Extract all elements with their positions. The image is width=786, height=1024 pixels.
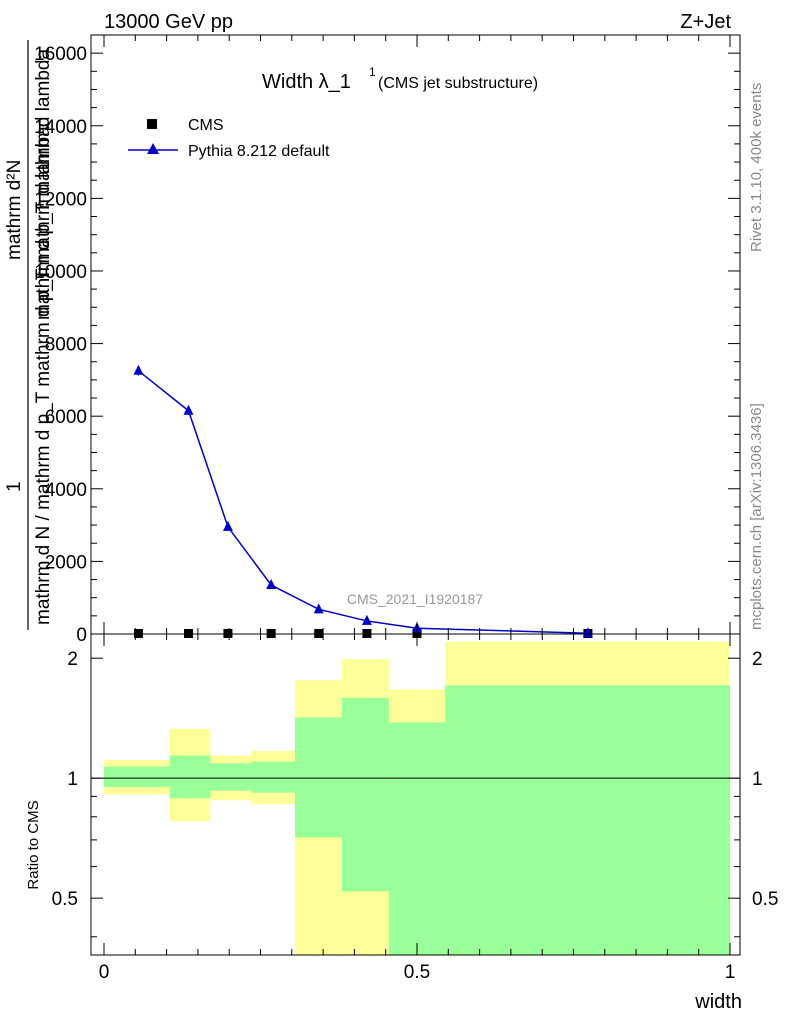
plot-title: Width λ_1 (262, 71, 351, 93)
ratio-inner-band-bin (294, 717, 342, 838)
pythia-data-point (133, 364, 144, 375)
legend: CMS Pythia 8.212 default (128, 117, 330, 160)
main-y-tick-label: 6000 (45, 407, 87, 428)
ratio-y-axis-label: Ratio to CMS (25, 800, 42, 889)
ylabel-line-3: 1 (4, 481, 25, 492)
ratio-inner-band-bin (341, 697, 389, 892)
ratio-inner-band-bin (169, 755, 211, 799)
ylabel-line-1: mathrm d²N (4, 160, 25, 260)
x-tick-label: 0.5 (404, 962, 430, 983)
ratio-inner-band-bin (445, 685, 730, 955)
main-y-axis-label: mathrm d²N mathrm d p_T mathrm d lambda … (4, 40, 54, 630)
rivet-label: Rivet 3.1.10, 400k events (748, 83, 765, 252)
ratio-bands (104, 641, 730, 955)
pythia-data-point (582, 627, 593, 638)
ratio-y-tick-label-right: 1 (752, 769, 763, 790)
watermark: CMS_2021_I1920187 (347, 591, 483, 607)
pythia-series-line (137, 370, 588, 635)
ratio-y-tick-label-right: 0.5 (752, 889, 778, 910)
ratio-inner-band-bin (210, 763, 252, 791)
ratio-inner-band-bin (104, 766, 170, 788)
ratio-y-tick-label: 0.5 (52, 889, 78, 910)
ratio-y-tick-label: 1 (67, 769, 78, 790)
plot-title-superscript: 1 (369, 65, 376, 79)
header-left: 13000 GeV pp (104, 11, 233, 33)
ratio-frame (90, 633, 741, 956)
main-y-tick-label: 8000 (45, 335, 87, 356)
main-y-tick-label: 2000 (45, 552, 87, 573)
pythia-data-point (313, 603, 324, 614)
legend-marker-cms (147, 119, 157, 129)
main-y-axis: 0 2000 4000 6000 8000 10000 12000 14000 16000 (34, 44, 740, 646)
mcplots-label: mcplots.cern.ch [arXiv:1306.3436] (748, 403, 765, 630)
pythia-data-point (266, 578, 277, 589)
main-y-tick-label: 0 (76, 625, 87, 646)
ratio-panel: 0.5 0.51 12 2 0 0.5 1 Ratio to CMS width (25, 35, 778, 1013)
x-tick-label: 0 (99, 962, 110, 983)
legend-label-cms: CMS (188, 117, 224, 134)
pythia-data-point (361, 614, 372, 625)
header-right: Z+Jet (680, 11, 731, 33)
main-panel: 0 2000 4000 6000 8000 10000 12000 14000 16000 Wi… (4, 34, 741, 646)
ratio-y-tick-label: 2 (67, 649, 78, 670)
main-y-tick-label: 16000 (34, 44, 87, 65)
main-y-tick-label: 4000 (45, 480, 87, 501)
ratio-y-tick-label-right: 2 (752, 649, 763, 670)
ratio-inner-band-bin (388, 722, 446, 955)
main-y-tick-label: 10000 (34, 262, 87, 283)
legend-label-pythia: Pythia 8.212 default (188, 143, 330, 160)
ylabel-line-2: mathrm d p_T mathrm d lambda (33, 49, 54, 320)
legend-marker-pythia (147, 143, 159, 154)
ratio-inner-band-bin (251, 761, 295, 793)
ylabel-line-4: mathrm d N / mathrm d p_T mathrm d p_T m… (33, 126, 54, 625)
x-tick-label: 1 (725, 962, 736, 983)
main-y-tick-label: 12000 (34, 189, 87, 210)
plot-subtitle: (CMS jet substructure) (378, 75, 538, 92)
pythia-data-point (183, 404, 194, 415)
ratio-y-axis: 0.5 0.5 1 1 2 2 (52, 649, 778, 938)
main-y-tick-label: 14000 (34, 117, 87, 138)
pythia-data-point (222, 520, 233, 531)
ratio-x-axis: 0 0.5 1 (99, 35, 736, 983)
x-axis-label: width (694, 991, 742, 1013)
